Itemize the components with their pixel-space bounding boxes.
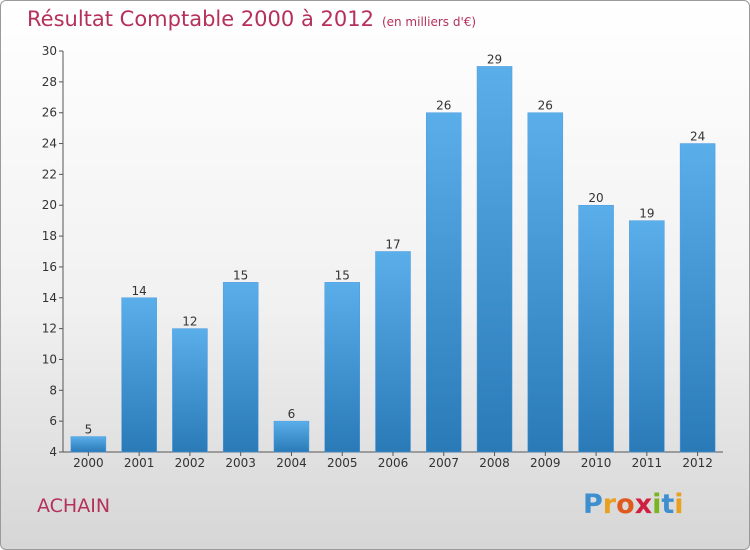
logo-letter: i — [674, 489, 684, 520]
x-tick-label-2004: 2004 — [276, 456, 307, 470]
y-tick-label: 14 — [42, 291, 57, 305]
x-tick-label-2006: 2006 — [378, 456, 409, 470]
data-label-2001: 14 — [132, 284, 147, 298]
bar-2006 — [375, 251, 411, 453]
chart-title-text: Résultat Comptable 2000 à 2012 — [27, 7, 374, 31]
y-tick-label: 20 — [42, 198, 57, 212]
logo-letter: x — [634, 489, 653, 520]
x-tick-label-2012: 2012 — [682, 456, 713, 470]
x-tick-label-2003: 2003 — [225, 456, 256, 470]
y-tick-label: 28 — [42, 75, 57, 89]
logo-letter: P — [583, 489, 603, 520]
bar-2009 — [527, 112, 564, 453]
x-tick-label-2002: 2002 — [175, 456, 206, 470]
bar-2001 — [121, 297, 157, 453]
bar-2012 — [679, 143, 716, 453]
x-tick-label-2005: 2005 — [327, 456, 358, 470]
data-label-2010: 20 — [588, 191, 603, 205]
chart-title: Résultat Comptable 2000 à 2012 (en millie… — [27, 7, 476, 31]
x-tick-label-2000: 2000 — [73, 456, 104, 470]
x-tick-label-2007: 2007 — [428, 456, 459, 470]
y-tick-label: 18 — [42, 229, 57, 243]
bar-2005 — [324, 282, 360, 453]
y-tick-label: 24 — [42, 137, 57, 151]
bar-2008 — [476, 66, 513, 453]
data-label-2012: 24 — [690, 130, 705, 144]
data-label-2003: 15 — [233, 268, 248, 282]
data-label-2004: 6 — [288, 407, 296, 421]
y-tick-label: 16 — [42, 260, 57, 274]
data-label-2000: 5 — [85, 423, 93, 437]
data-label-2002: 12 — [182, 315, 197, 329]
commune-name: ACHAIN — [37, 495, 111, 517]
bar-2003 — [222, 282, 259, 453]
bar-2011 — [629, 220, 665, 453]
bar-2000 — [70, 436, 107, 453]
x-tick-label-2008: 2008 — [479, 456, 510, 470]
y-tick-label: 30 — [42, 44, 57, 58]
bar-2002 — [172, 328, 208, 453]
proxiti-logo: Proxiti — [583, 489, 684, 520]
data-label-2005: 15 — [335, 268, 350, 282]
data-label-2006: 17 — [385, 238, 400, 252]
bar-2010 — [578, 204, 614, 453]
data-label-2009: 26 — [538, 99, 553, 113]
logo-letter: i — [652, 489, 662, 520]
y-tick-label: 10 — [42, 352, 57, 366]
bar-2007 — [426, 112, 462, 453]
y-tick-label: 8 — [49, 383, 57, 397]
y-tick-label: 22 — [42, 167, 57, 181]
y-tick-label: 6 — [49, 414, 57, 428]
logo-letter: o — [616, 489, 635, 520]
y-tick-label: 4 — [49, 445, 57, 459]
chart-subtitle: (en milliers d'€) — [381, 15, 477, 29]
logo-letter: r — [602, 489, 617, 520]
y-tick-label: 12 — [42, 322, 57, 336]
y-tick-label: 26 — [42, 106, 57, 120]
x-tick-label-2011: 2011 — [632, 456, 663, 470]
data-label-2007: 26 — [436, 99, 451, 113]
x-tick-label-2010: 2010 — [581, 456, 612, 470]
x-tick-label-2001: 2001 — [124, 456, 155, 470]
data-label-2008: 29 — [487, 52, 502, 66]
logo-letter: t — [661, 489, 675, 520]
data-label-2011: 19 — [639, 207, 654, 221]
bar-2004 — [273, 420, 310, 453]
x-tick-label-2009: 2009 — [530, 456, 561, 470]
